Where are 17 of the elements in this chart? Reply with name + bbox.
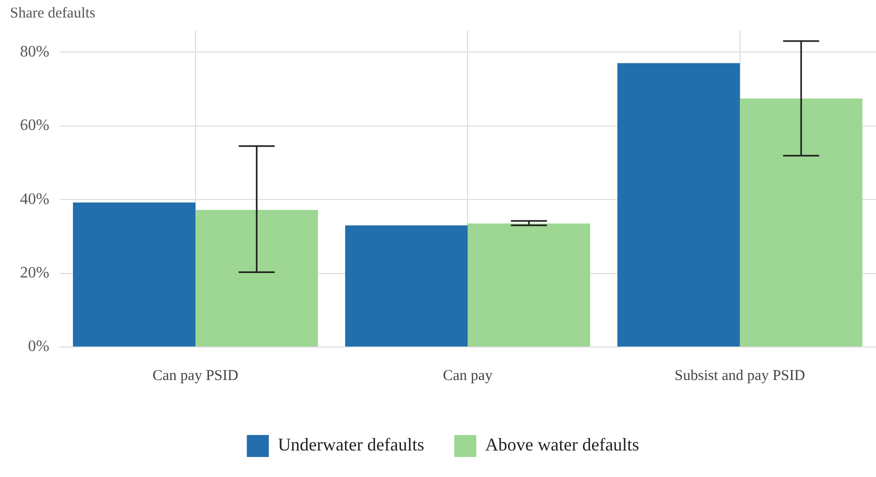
legend-label: Underwater defaults — [278, 434, 424, 455]
y-tick-label: 20% — [20, 264, 50, 282]
bar — [195, 210, 318, 346]
x-tick-label: Can pay — [442, 368, 493, 384]
y-tick-label: 60% — [20, 117, 50, 134]
y-tick-label: 40% — [20, 190, 50, 208]
y-axis-title: Share defaults — [10, 5, 96, 22]
bar — [617, 63, 740, 346]
x-tick-label: Subsist and pay PSID — [674, 368, 806, 384]
bar — [468, 224, 590, 346]
x-tick-label: Can pay PSID — [152, 368, 239, 384]
legend-label: Above water defaults — [485, 434, 640, 455]
bar — [72, 202, 196, 346]
y-tick-label: 0% — [28, 338, 50, 356]
y-tick-label: 80% — [20, 43, 50, 60]
bar — [740, 98, 862, 346]
bar — [345, 225, 468, 346]
